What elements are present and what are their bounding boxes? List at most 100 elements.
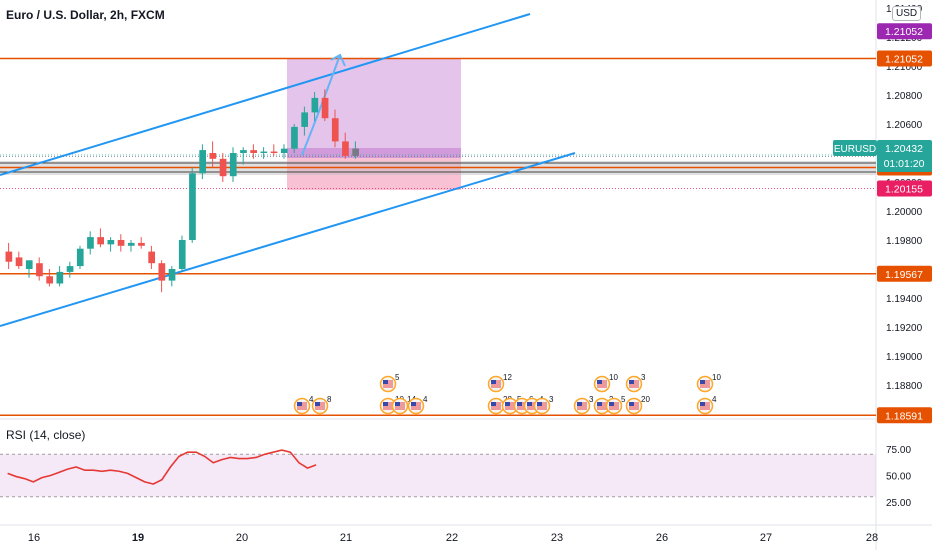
candle-body — [280, 148, 288, 153]
economic-event: 5 — [605, 395, 626, 415]
position-entry-band — [287, 148, 461, 158]
rsi-band — [0, 454, 876, 497]
candle-body — [138, 242, 145, 246]
economic-event: 8 — [311, 395, 332, 415]
time-tick-label: 22 — [446, 532, 458, 544]
candle-body — [311, 97, 319, 113]
economic-event: 4 — [293, 395, 314, 415]
event-count: 8 — [327, 395, 332, 404]
event-flag-canton — [629, 380, 634, 384]
candle-body — [87, 237, 94, 249]
event-count: 3 — [589, 395, 594, 404]
price-tick-label: 1.19000 — [886, 352, 923, 363]
level-price-label: 1.20155 — [885, 184, 923, 196]
candle-body — [352, 148, 359, 156]
event-flag-canton — [491, 402, 496, 406]
event-count: 3 — [641, 373, 646, 382]
candle-body — [270, 151, 278, 153]
candle-body — [199, 150, 206, 174]
event-count: 4 — [309, 395, 314, 404]
time-tick-label: 27 — [760, 532, 772, 544]
economic-event: 10 — [593, 373, 618, 393]
rsi-tick-label: 75.00 — [886, 445, 911, 456]
level-price-label: 1.19567 — [885, 269, 923, 281]
top-level-label-bg — [877, 23, 932, 40]
price-tick-label: 1.20000 — [886, 207, 923, 218]
channel-lower-line — [0, 152, 576, 327]
economic-event: 3 — [573, 395, 594, 415]
price-tick-label: 1.20800 — [886, 91, 923, 102]
economic-event: 10 — [696, 373, 721, 393]
countdown-label: 01:01:20 — [884, 158, 925, 170]
candle-body — [240, 150, 247, 153]
candle-body — [301, 112, 308, 127]
level-price-label-bg — [877, 180, 932, 197]
economic-event: 20 — [625, 395, 650, 415]
time-tick-label: 28 — [866, 532, 878, 544]
event-flag-canton — [517, 402, 522, 406]
time-tick-label: 20 — [236, 532, 248, 544]
event-flag-canton — [491, 380, 496, 384]
time-tick-label: 23 — [551, 532, 563, 544]
event-flag-canton — [597, 380, 602, 384]
level-price-label: 1.21052 — [885, 53, 923, 65]
event-flag-canton — [597, 402, 602, 406]
economic-event: 12 — [487, 373, 512, 393]
candle-body — [66, 266, 74, 272]
event-flag-canton — [505, 402, 510, 406]
candle-body — [5, 251, 13, 262]
event-count: 12 — [503, 373, 512, 382]
economic-event: 4 — [696, 395, 717, 415]
event-count: 10 — [712, 373, 721, 382]
candle-body — [229, 153, 237, 177]
rsi-line — [7, 449, 317, 485]
candle-body — [97, 237, 104, 245]
level-price-label-bg — [877, 407, 932, 424]
time-tick-label: 21 — [340, 532, 352, 544]
projection-arrow-head — [330, 53, 346, 67]
level-price-label: 1.18591 — [885, 410, 923, 422]
currency-badge[interactable]: USD — [892, 6, 922, 21]
event-flag-canton — [395, 402, 400, 406]
candle-body — [46, 276, 53, 284]
level-price-label-bg — [877, 50, 932, 67]
top-level-label: 1.21052 — [885, 26, 923, 38]
projection-arrow — [301, 54, 341, 156]
time-tick-label: 16 — [28, 532, 40, 544]
candle-body — [250, 150, 257, 153]
candle-body — [36, 263, 43, 277]
candle-body — [15, 257, 23, 267]
candle-body — [219, 158, 227, 177]
economic-event: 3 — [625, 373, 646, 393]
event-flag-canton — [537, 402, 542, 406]
rsi-tick-label: 50.00 — [886, 472, 911, 483]
level-price-label-bg — [877, 265, 932, 282]
rsi-tick-label: 25.00 — [886, 498, 911, 509]
candle-body — [148, 251, 155, 264]
current-price-bg — [877, 140, 932, 172]
event-count: 3 — [549, 395, 554, 404]
candle-body — [107, 240, 115, 245]
event-flag-canton — [527, 402, 532, 406]
price-tick-label: 1.19400 — [886, 294, 923, 305]
economic-event: 4 — [407, 395, 428, 415]
event-flag-canton — [629, 402, 634, 406]
channel-upper-line — [0, 13, 531, 176]
event-flag-canton — [609, 402, 614, 406]
event-count: 4 — [712, 395, 717, 404]
event-flag-canton — [700, 402, 705, 406]
time-tick-label: 19 — [132, 532, 144, 544]
event-flag-canton — [315, 402, 320, 406]
candle-body — [25, 260, 33, 269]
price-tick-label: 1.19200 — [886, 323, 923, 334]
event-flag-canton — [411, 402, 416, 406]
candle-body — [209, 153, 217, 159]
event-count: 20 — [641, 395, 650, 404]
price-tick-label: 1.18800 — [886, 381, 923, 392]
candle-body — [189, 173, 196, 240]
price-tick-label: 1.21000 — [886, 62, 923, 73]
candle-body — [158, 263, 166, 281]
